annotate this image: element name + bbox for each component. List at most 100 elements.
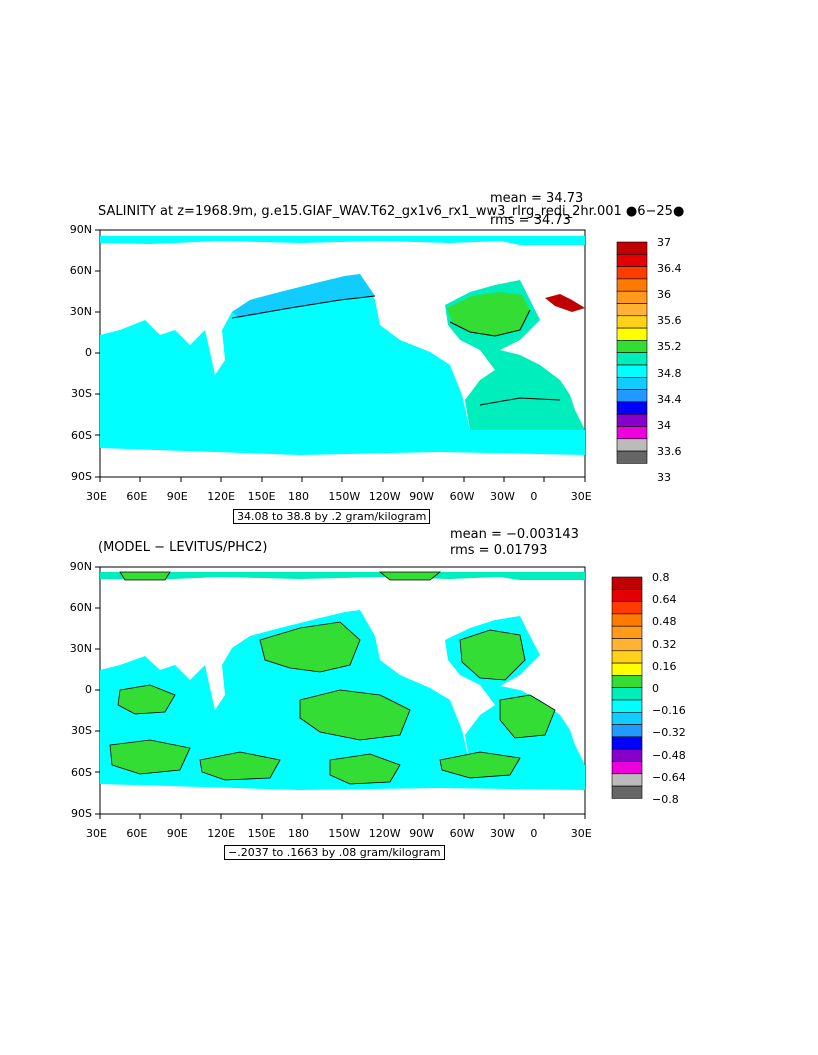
bottom-lon-label-2: 90E [166, 827, 188, 840]
top-cb-label-1: 36.4 [657, 262, 682, 276]
top-colorbar-swatch-9 [616, 352, 648, 366]
bottom-colorbar-swatch-9 [611, 687, 643, 701]
top-north-atlantic-band [447, 292, 530, 336]
top-colorbar-swatch-12 [616, 389, 648, 403]
bottom-colorbar-swatch-0 [611, 576, 643, 590]
top-lat-label-0: 90N [69, 223, 92, 236]
bottom-colorbar-swatch-12 [611, 724, 643, 738]
bottom-map-ticks [95, 566, 586, 819]
top-indian-ocean [100, 320, 215, 430]
bottom-cb-label-4: 0.16 [652, 659, 677, 673]
bottom-lat-label-2: 30N [69, 642, 92, 656]
top-cb-label-9: 33 [657, 471, 671, 484]
top-colorbar-swatch-8 [616, 340, 648, 353]
top-colorbar-swatch-13 [616, 401, 648, 415]
bottom-cb-label-0: 0.8 [652, 571, 670, 584]
bottom-contour-info: −.2037 to .1663 by .08 gram/kilogram [224, 845, 445, 860]
top-colorbar-swatch-15 [616, 426, 648, 440]
top-contour-info: 34.08 to 38.8 by .2 gram/kilogram [233, 509, 431, 524]
bottom-colorbar-swatch-11 [611, 711, 643, 725]
bottom-colorbar-swatch-1 [611, 588, 643, 602]
top-lon-label-6: 150W [328, 490, 361, 503]
bottom-lat-label-3: 0 [85, 683, 92, 697]
top-contour-pacific [231, 295, 376, 319]
bottom-lat-label-4: 30S [71, 724, 92, 738]
top-lon-label-8: 90W [409, 490, 435, 503]
top-lon-label-4: 150E [247, 490, 276, 503]
bottom-colorbar-swatch-16 [611, 773, 643, 787]
top-lon-label-7: 120W [368, 490, 401, 503]
top-lon-label-12: 30E [570, 490, 592, 503]
bottom-colorbar-swatch-4 [611, 625, 643, 639]
top-colorbar-swatch-3 [616, 278, 648, 292]
top-panel-mean: mean = 34.73 [490, 191, 584, 206]
top-colorbar [616, 241, 648, 464]
bottom-lon-label-10: 30W [490, 827, 515, 840]
bottom-panel-mean: mean = −0.003143 [450, 527, 579, 542]
top-lat-label-5: 60S [71, 428, 92, 442]
top-panel-title: SALINITY at z=1968.9m, g.e15.GIAF_WAV.T6… [98, 204, 685, 219]
top-lon-label-10: 30W [490, 490, 515, 503]
top-lon-label-1: 60E [126, 490, 148, 503]
top-colorbar-swatch-2 [616, 266, 648, 280]
top-cb-label-3: 35.6 [657, 314, 682, 328]
bottom-lat-label-5: 60S [71, 765, 92, 779]
top-cb-label-6: 34.4 [657, 392, 682, 406]
bottom-cb-label-1: 0.64 [652, 593, 677, 607]
bottom-lon-label-11: 0 [530, 827, 538, 840]
bottom-colorbar-swatch-2 [611, 601, 643, 615]
bottom-lat-label-0: 90N [69, 560, 92, 573]
bottom-lon-label-0: 30E [86, 827, 107, 840]
bottom-lon-label-12: 30E [570, 827, 592, 840]
bottom-cb-label-7: −0.32 [652, 726, 686, 740]
bottom-anomaly-patches [109, 571, 556, 785]
bottom-panel-rms: rms = 0.01793 [450, 543, 548, 558]
bottom-colorbar-swatch-14 [611, 748, 643, 762]
bottom-colorbar-swatch-17 [611, 785, 643, 799]
top-pacific-ocean [215, 274, 470, 430]
bottom-colorbar-swatch-7 [611, 662, 643, 676]
top-lon-label-9: 60W [449, 490, 475, 503]
bottom-lon-label-8: 90W [409, 827, 435, 840]
bottom-colorbar [611, 576, 643, 799]
bottom-cb-label-9: −0.64 [652, 770, 686, 784]
bottom-panel-title: (MODEL − LEVITUS/PHC2) [98, 540, 268, 555]
top-colorbar-swatch-17 [616, 450, 648, 464]
top-lat-label-6: 90S [71, 469, 92, 483]
top-lat-label-4: 30S [71, 387, 92, 401]
bottom-colorbar-swatch-10 [611, 699, 643, 713]
top-lon-label-5: 180 [288, 490, 309, 503]
top-cb-label-4: 35.2 [657, 340, 682, 354]
bottom-lon-label-9: 60W [449, 827, 475, 840]
bottom-colorbar-swatch-6 [611, 650, 643, 664]
top-lon-label-0: 30E [86, 490, 107, 503]
top-colorbar-swatch-1 [616, 254, 648, 267]
top-panel-rms: rms = 34.73 [490, 213, 571, 228]
top-colorbar-swatch-10 [616, 364, 648, 378]
bottom-lon-label-1: 60E [126, 827, 148, 840]
top-colorbar-swatch-7 [616, 327, 648, 341]
bottom-lon-label-7: 120W [368, 827, 401, 840]
top-colorbar-swatch-0 [616, 241, 648, 255]
bottom-colorbar-swatch-15 [611, 761, 643, 775]
top-colorbar-swatch-5 [616, 303, 648, 317]
top-arctic-ocean [100, 236, 585, 245]
top-contour-atlantic [449, 309, 531, 337]
bottom-cb-label-3: 0.32 [652, 637, 677, 651]
bottom-lon-label-6: 150W [328, 827, 361, 840]
top-lon-label-11: 0 [530, 490, 538, 503]
bottom-arctic-ocean [100, 572, 585, 580]
top-map-ticks [95, 229, 586, 482]
bottom-cb-label-6: −0.16 [652, 704, 686, 718]
top-lat-label-2: 30N [69, 305, 92, 319]
top-colorbar-swatch-11 [616, 376, 648, 390]
bottom-lon-label-4: 150E [247, 827, 276, 840]
top-cb-label-0: 37 [657, 236, 671, 249]
top-mediterranean-patch [545, 294, 585, 312]
top-colorbar-swatch-14 [616, 413, 648, 427]
bottom-colorbar-swatch-3 [611, 613, 643, 627]
top-cb-label-2: 36 [657, 288, 671, 302]
bottom-lat-label-6: 90S [71, 806, 92, 820]
bottom-lon-label-3: 120E [207, 827, 236, 840]
